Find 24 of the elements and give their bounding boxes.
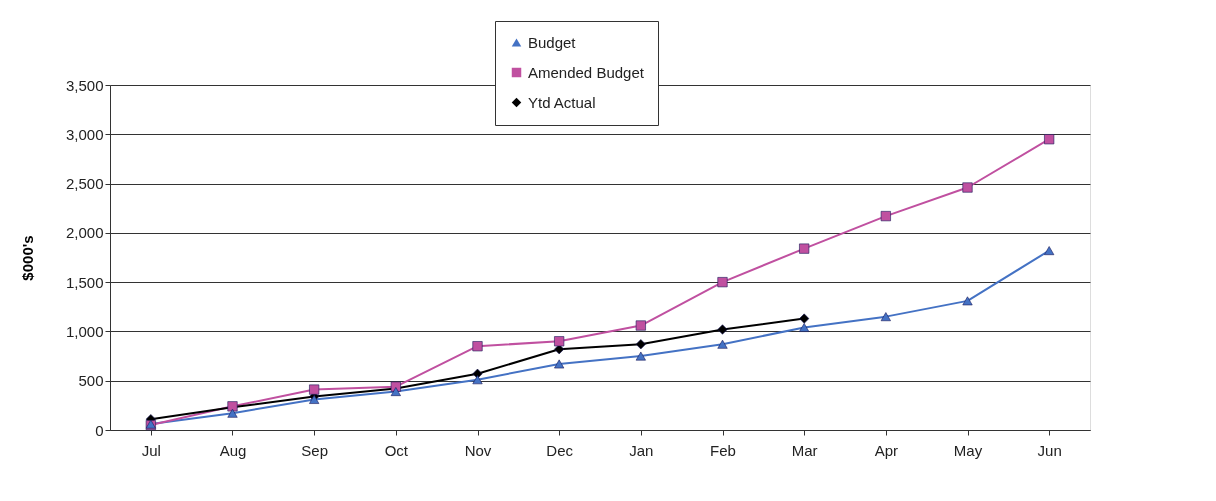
x-tick-label: Dec [546, 441, 574, 459]
x-tick-label: Jan [629, 441, 654, 459]
y-tick-label: 1,500 [65, 273, 104, 291]
x-tick-label: Sep [301, 441, 329, 459]
y-tick-label: 2,500 [65, 175, 104, 193]
x-tick-label: Aug [219, 441, 247, 459]
x-tick-label: Nov [464, 441, 492, 459]
x-tick-label: Feb [710, 441, 736, 459]
x-tick-label: Mar [791, 441, 818, 459]
legend-label: Amended Budget [528, 63, 645, 81]
y-tick-label: 2,000 [65, 224, 104, 242]
y-tick-label: 0 [95, 421, 104, 439]
y-tick-label: 1,000 [65, 322, 104, 340]
x-tick-label: Jun [1037, 441, 1062, 459]
y-tick-label: 3,000 [65, 125, 104, 143]
x-tick-label: Jul [141, 441, 161, 459]
y-axis-title: $000's [18, 235, 36, 281]
legend-label: Budget [528, 33, 577, 51]
x-tick-label: May [953, 441, 983, 459]
x-tick-label: Apr [874, 441, 899, 459]
x-tick-label: Oct [384, 441, 409, 459]
y-tick-label: 3,500 [65, 76, 104, 94]
legend-label: Ytd Actual [528, 93, 596, 111]
y-tick-label: 500 [78, 372, 104, 390]
